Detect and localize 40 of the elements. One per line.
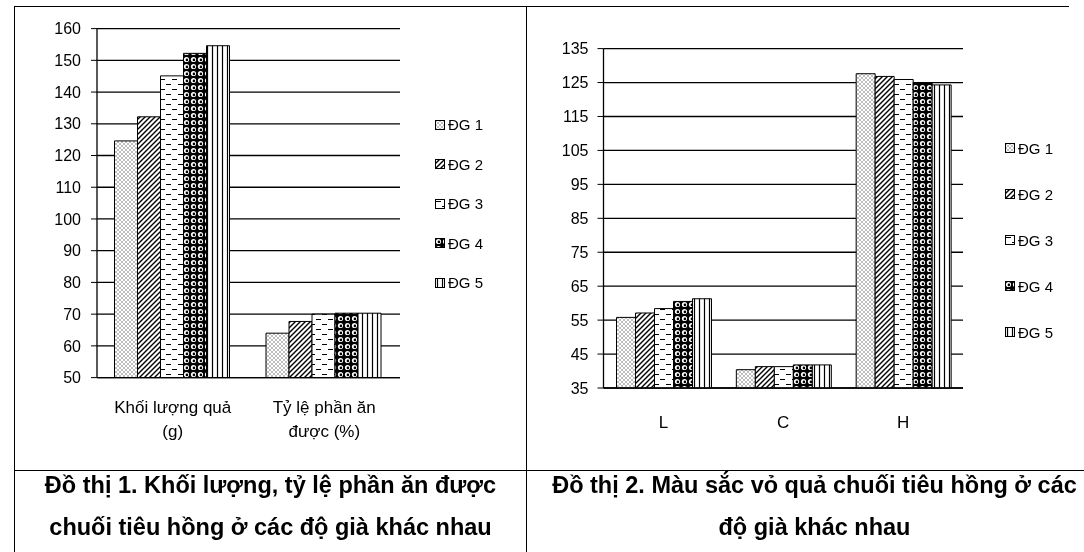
legend-label: ĐG 1 <box>1018 139 1054 157</box>
legend-label: ĐG 2 <box>448 155 484 173</box>
text: Đồ thị 1. Khối lượng, tỷ lệ phần ăn được chuối tiêu hồng ở các độ già khác nhau <box>44 472 497 540</box>
y-tick-label: 35 <box>570 379 589 397</box>
x-tick-label: C <box>777 413 790 433</box>
legend-label: ĐG 4 <box>1018 277 1054 295</box>
y-tick-label: 80 <box>63 274 82 292</box>
y-tick-label: 150 <box>54 52 82 70</box>
legend-label: ĐG 3 <box>448 195 484 213</box>
y-tick-label: 110 <box>55 178 82 196</box>
y-tick-label: 50 <box>63 369 82 387</box>
legend-label: ĐG 1 <box>448 116 484 134</box>
y-tick-label: 120 <box>54 147 82 165</box>
y-tick-label: 95 <box>570 176 589 194</box>
y-tick-label: 105 <box>561 142 589 160</box>
x-tick-label: H <box>896 413 910 433</box>
x-tick-label: L <box>658 413 669 433</box>
y-tick-label: 85 <box>570 209 589 227</box>
y-tick-label: 140 <box>54 83 82 101</box>
y-tick-label: 100 <box>54 210 82 228</box>
x-tick-label: Tỷ lệ phần ăn được (%) <box>272 397 376 441</box>
y-tick-label: 65 <box>570 277 589 295</box>
legend-label: ĐG 5 <box>1018 323 1054 341</box>
y-tick-label: 130 <box>54 115 82 133</box>
x-tick-label: Khối lượng quả (g) <box>114 397 232 441</box>
y-tick-label: 125 <box>561 74 589 92</box>
y-tick-label: 45 <box>570 345 589 363</box>
legend-label: ĐG 5 <box>448 274 484 292</box>
y-tick-label: 55 <box>570 311 589 329</box>
y-tick-label: 75 <box>570 243 589 261</box>
y-tick-label: 70 <box>63 305 82 323</box>
legend-label: ĐG 4 <box>448 234 484 252</box>
legend-label: ĐG 2 <box>1018 185 1054 203</box>
y-tick-label: 135 <box>561 40 589 58</box>
y-tick-label: 115 <box>562 108 589 126</box>
y-tick-label: 60 <box>63 337 82 355</box>
y-tick-label: 160 <box>54 20 82 38</box>
legend-label: ĐG 3 <box>1018 231 1054 249</box>
y-tick-label: 90 <box>63 242 82 260</box>
text: Đồ thị 2. Màu sắc vỏ quả chuối tiêu hồng ở các độ già khác nhau <box>552 472 1077 540</box>
